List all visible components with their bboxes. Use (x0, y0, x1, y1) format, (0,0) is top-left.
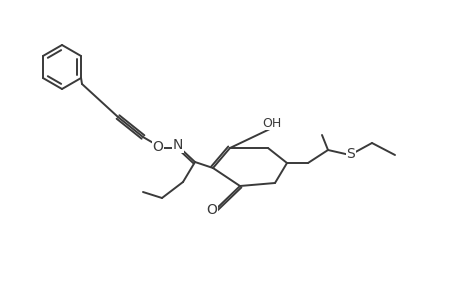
Text: N: N (173, 138, 183, 152)
Text: S: S (346, 147, 355, 161)
Text: O: O (152, 140, 163, 154)
Text: OH: OH (262, 116, 281, 130)
Text: O: O (206, 203, 217, 217)
